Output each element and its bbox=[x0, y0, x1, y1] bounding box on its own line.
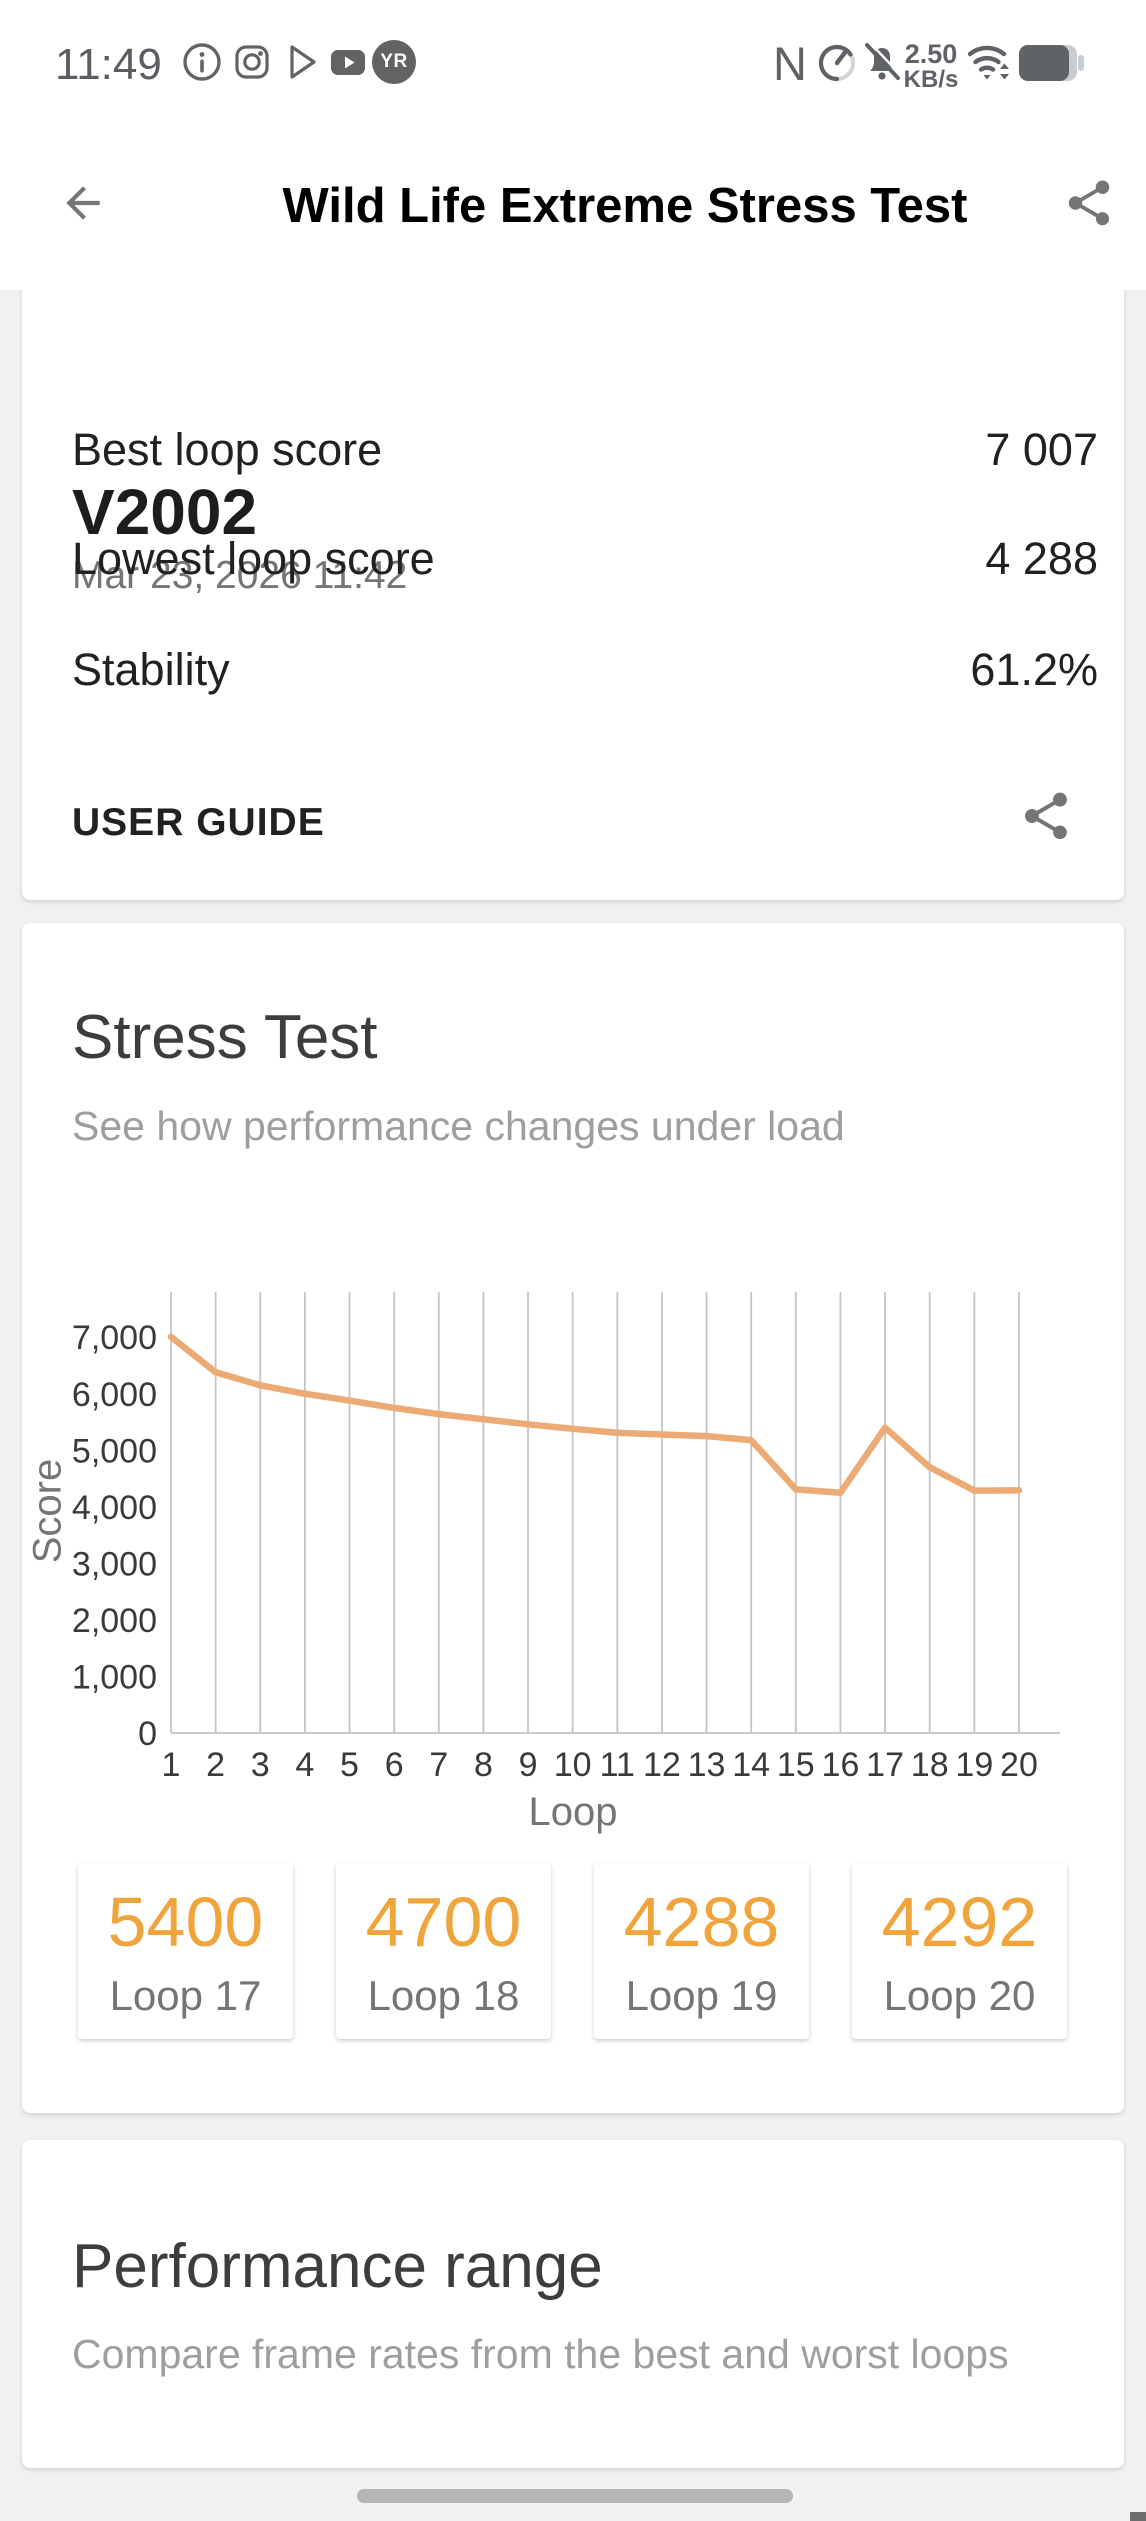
svg-text:2: 2 bbox=[206, 1746, 225, 1784]
nfc-icon: N bbox=[773, 37, 807, 90]
svg-text:19: 19 bbox=[955, 1746, 993, 1784]
performance-range-subtitle: Compare frame rates from the best and wo… bbox=[72, 2331, 1009, 2377]
svg-text:6,000: 6,000 bbox=[72, 1376, 157, 1414]
best-loop-score-label: Best loop score bbox=[72, 424, 383, 475]
performance-range-card: Performance range Compare frame rates fr… bbox=[22, 2140, 1124, 2468]
x-axis-title: Loop bbox=[528, 1790, 618, 1834]
stability-value: 61.2% bbox=[970, 644, 1098, 695]
loop-18-score: 4700 bbox=[365, 1883, 522, 1961]
lowest-loop-score-label: Lowest loop score bbox=[72, 533, 435, 584]
result-summary-card: V2002 Mar 23, 2026 11:42 Best loop score… bbox=[22, 230, 1124, 900]
svg-text:7: 7 bbox=[429, 1746, 448, 1784]
svg-text:17: 17 bbox=[866, 1746, 904, 1784]
loop-card-20: 4292 Loop 20 bbox=[852, 1863, 1067, 2039]
status-clock: 11:49 bbox=[55, 40, 162, 89]
user-guide-button[interactable]: USER GUIDE bbox=[72, 801, 325, 844]
svg-text:10: 10 bbox=[554, 1746, 592, 1784]
svg-text:8: 8 bbox=[474, 1746, 493, 1784]
loop-18-label: Loop 18 bbox=[367, 1972, 520, 2019]
network-speed-unit: KB/s bbox=[903, 66, 959, 93]
svg-text:0: 0 bbox=[138, 1715, 157, 1753]
loop-20-label: Loop 20 bbox=[883, 1972, 1036, 2019]
device-name: V2002 bbox=[72, 476, 258, 548]
lowest-loop-score-value: 4 288 bbox=[985, 533, 1098, 584]
score-row-lowest: Lowest loop score 4 288 bbox=[72, 533, 1098, 585]
svg-text:7,000: 7,000 bbox=[72, 1319, 157, 1357]
svg-text:14: 14 bbox=[732, 1746, 770, 1784]
screen-corner-artifact bbox=[1130, 2512, 1146, 2521]
svg-text:20: 20 bbox=[1000, 1746, 1038, 1784]
data-saver-icon bbox=[818, 44, 855, 82]
performance-range-title: Performance range bbox=[72, 2232, 603, 2301]
score-row-stability: Stability 61.2% bbox=[72, 644, 1098, 696]
svg-text:3,000: 3,000 bbox=[72, 1545, 157, 1583]
gesture-navigation-handle[interactable] bbox=[357, 2489, 793, 2503]
battery-icon bbox=[1019, 45, 1084, 81]
stress-test-subtitle: See how performance changes under load bbox=[72, 1103, 845, 1149]
loop-19-score: 4288 bbox=[623, 1883, 780, 1961]
svg-text:5,000: 5,000 bbox=[72, 1432, 157, 1470]
y-axis-title: Score bbox=[25, 1458, 70, 1564]
youtube-icon bbox=[331, 50, 365, 75]
loop-19-label: Loop 19 bbox=[625, 1972, 778, 2019]
best-loop-score-value: 7 007 bbox=[985, 424, 1098, 475]
loop-card-18: 4700 Loop 18 bbox=[336, 1863, 551, 2039]
back-button[interactable] bbox=[58, 178, 108, 228]
play-store-icon bbox=[290, 45, 316, 79]
svg-text:13: 13 bbox=[688, 1746, 726, 1784]
page-title: Wild Life Extreme Stress Test bbox=[282, 179, 968, 233]
svg-text:11: 11 bbox=[600, 1746, 635, 1784]
notifications-off-icon bbox=[865, 41, 903, 80]
share-button[interactable] bbox=[1062, 176, 1116, 230]
loop-card-19: 4288 Loop 19 bbox=[594, 1863, 809, 2039]
score-row-best: Best loop score 7 007 bbox=[72, 424, 1098, 476]
svg-text:4,000: 4,000 bbox=[72, 1489, 157, 1527]
score-line-series bbox=[167, 1333, 1023, 1496]
svg-text:5: 5 bbox=[340, 1746, 359, 1784]
loop-17-label: Loop 17 bbox=[109, 1972, 262, 2019]
stability-label: Stability bbox=[72, 644, 230, 695]
network-speed-value: 2.50 bbox=[904, 39, 958, 69]
svg-text:3: 3 bbox=[251, 1746, 270, 1784]
stress-test-chart: 1 2 3 4 5 6 7 8 9 10 11 12 13 14 15 16 17 18 19 2001,0002,0… bbox=[72, 1292, 1060, 1784]
loop-17-score: 5400 bbox=[107, 1883, 264, 1961]
wifi-icon bbox=[967, 45, 1009, 80]
instagram-icon bbox=[235, 45, 269, 79]
svg-text:18: 18 bbox=[911, 1746, 949, 1784]
svg-text:1,000: 1,000 bbox=[72, 1658, 157, 1696]
info-icon bbox=[183, 43, 221, 81]
stress-test-title: Stress Test bbox=[72, 1003, 378, 1072]
svg-text:6: 6 bbox=[385, 1746, 404, 1784]
yr-icon: YR bbox=[372, 40, 416, 84]
loop-20-score: 4292 bbox=[881, 1883, 1038, 1961]
svg-text:16: 16 bbox=[822, 1746, 860, 1784]
network-speed: 2.50 KB/s bbox=[901, 41, 961, 92]
svg-text:2,000: 2,000 bbox=[72, 1602, 157, 1640]
run-date: Mar 23, 2026 11:42 bbox=[72, 554, 408, 597]
svg-text:1: 1 bbox=[162, 1746, 181, 1784]
svg-text:15: 15 bbox=[777, 1746, 815, 1784]
svg-text:9: 9 bbox=[519, 1746, 538, 1784]
svg-text:4: 4 bbox=[295, 1746, 314, 1784]
loop-card-17: 5400 Loop 17 bbox=[78, 1863, 293, 2039]
app-header: 11:49 YR N bbox=[0, 0, 1146, 290]
svg-text:12: 12 bbox=[643, 1746, 681, 1784]
share-result-icon[interactable] bbox=[1018, 788, 1074, 844]
stress-test-card: Stress Test See how performance changes … bbox=[22, 923, 1124, 2113]
